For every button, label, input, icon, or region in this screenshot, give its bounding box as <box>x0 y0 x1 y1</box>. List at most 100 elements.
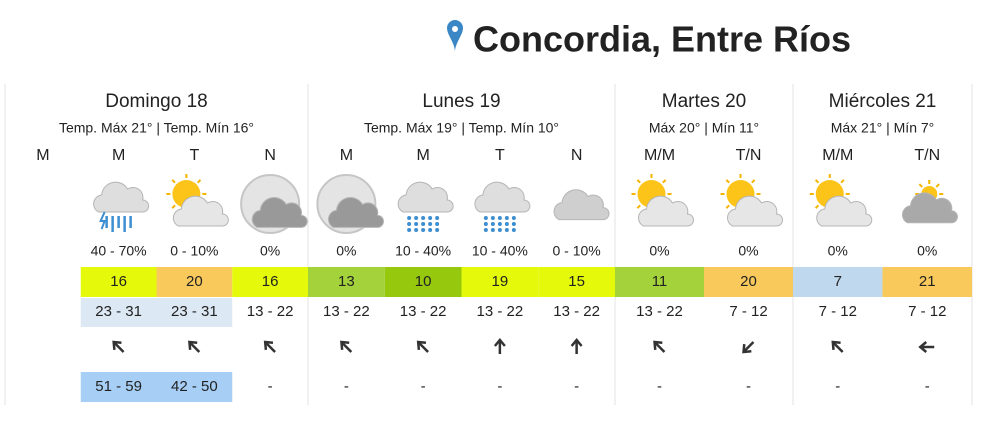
wind: 23 - 31 <box>95 303 142 320</box>
arrow-shaft <box>654 341 666 353</box>
drizzle-dot <box>497 216 502 220</box>
sun-ray <box>751 179 756 184</box>
gust: - <box>657 378 662 395</box>
gust-cell <box>80 372 157 402</box>
arrow-shaft <box>417 341 429 353</box>
sun-ray <box>636 204 641 209</box>
cloud <box>397 181 454 213</box>
gust: - <box>746 378 751 395</box>
sun-ray <box>636 179 641 184</box>
wind-arrow <box>188 340 201 353</box>
temp: 21 <box>919 273 936 290</box>
sun-ray <box>171 179 176 184</box>
drizzle-dot <box>511 222 516 226</box>
period-label: M/M <box>822 147 853 164</box>
precip: 0 - 10% <box>553 243 601 259</box>
period-label: T/N <box>914 147 940 164</box>
precip: 0% <box>649 243 669 259</box>
drizzle-dot <box>435 228 440 232</box>
gust: - <box>574 378 579 395</box>
wind-arrow <box>112 340 125 353</box>
drizzle-dot <box>414 228 419 232</box>
period-label: M <box>112 147 125 164</box>
weather-icon <box>240 174 308 234</box>
drizzle-dot <box>511 228 516 232</box>
sun-ray <box>171 204 176 209</box>
arrow-head <box>742 344 752 354</box>
drizzle-dot <box>504 228 509 232</box>
gust: 51 - 59 <box>95 378 142 395</box>
precip: 0% <box>738 243 758 259</box>
sun-ray <box>814 204 820 209</box>
arrow-head <box>493 338 506 347</box>
weather-icon <box>93 181 150 232</box>
drizzle-dot <box>490 222 495 226</box>
temp-cell <box>882 267 972 297</box>
period-label: M <box>340 147 353 164</box>
arrow-shaft <box>832 341 844 353</box>
drizzle-dot <box>421 228 426 232</box>
day-name: Miércoles 21 <box>829 91 937 112</box>
cloud <box>816 195 873 227</box>
wind: 13 - 22 <box>553 303 600 320</box>
gust: - <box>421 378 426 395</box>
temp: 20 <box>740 273 757 290</box>
period-label: T <box>495 147 505 164</box>
drizzle-dot <box>435 222 440 226</box>
weather-icon <box>901 180 958 224</box>
drizzle-dot <box>504 222 509 226</box>
precip: 10 - 40% <box>395 243 451 259</box>
temp: 11 <box>652 273 668 290</box>
temp: 16 <box>262 273 279 290</box>
period-label: T <box>189 147 199 164</box>
precip: 40 - 70% <box>91 243 147 259</box>
temp-cell <box>793 267 883 297</box>
drizzle-dot <box>428 222 433 226</box>
wind-arrow <box>831 340 844 353</box>
arrow-shaft <box>341 341 353 353</box>
temp-cell <box>615 267 704 297</box>
arrow-head <box>112 340 122 350</box>
wind: 13 - 22 <box>247 303 294 320</box>
temp-cell <box>232 267 308 297</box>
location-pin <box>447 20 463 52</box>
drizzle-dot <box>428 228 433 232</box>
weather-icon <box>631 174 694 227</box>
temp-cell <box>384 267 462 297</box>
temp-cell <box>461 267 539 297</box>
drizzle-dot <box>414 216 419 220</box>
sun-ray <box>918 183 923 188</box>
wind: 13 - 22 <box>323 303 370 320</box>
drizzle-dot <box>421 216 426 220</box>
gust: - <box>268 378 273 395</box>
temp: 7 <box>834 273 842 290</box>
weather-icon <box>166 174 229 227</box>
day-summary: Máx 21° | Mín 7° <box>831 120 935 136</box>
drizzle-dot <box>483 222 488 226</box>
arrow-head <box>263 340 274 350</box>
precip: 0 - 10% <box>170 243 218 259</box>
day-summary: Máx 20° | Mín 11° <box>649 120 759 136</box>
temp-cell <box>704 267 793 297</box>
temp: 20 <box>186 273 203 290</box>
arrow-head <box>416 340 427 350</box>
wind-arrow <box>340 340 353 353</box>
arrow-shaft <box>264 341 276 353</box>
temp-cell <box>538 267 615 297</box>
drizzle-dot <box>428 216 433 220</box>
precip: 0% <box>917 243 937 259</box>
location-title: Concordia, Entre Ríos <box>473 19 851 60</box>
wind: 23 - 31 <box>171 303 218 320</box>
cloud <box>251 197 308 228</box>
day-name: Lunes 19 <box>422 91 500 112</box>
sun-ray <box>935 183 940 188</box>
wind: 13 - 22 <box>400 303 447 320</box>
drizzle-dot <box>414 222 419 226</box>
wind-arrow <box>263 340 276 353</box>
period-label: N <box>264 147 276 164</box>
wind-cell <box>80 298 157 327</box>
drizzle-dot <box>511 216 516 220</box>
cloud <box>727 195 783 227</box>
sun-ray <box>196 179 202 184</box>
gust: - <box>497 378 502 395</box>
